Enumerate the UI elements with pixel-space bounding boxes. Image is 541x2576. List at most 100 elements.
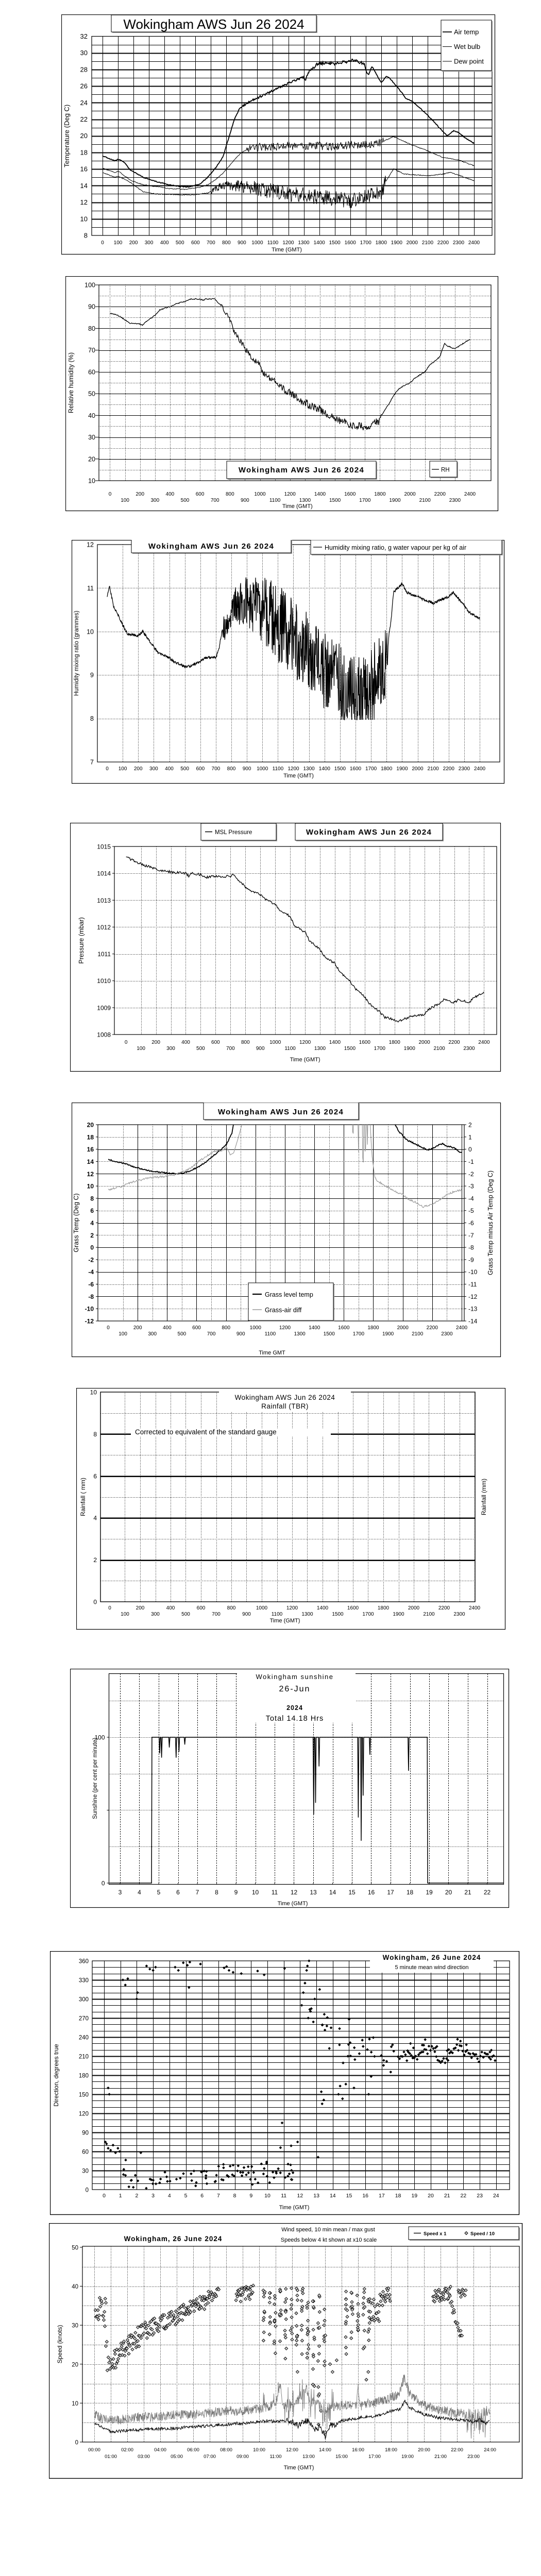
svg-text:RH: RH [441,467,450,473]
svg-text:0: 0 [125,1040,128,1045]
svg-text:90: 90 [82,2130,89,2137]
svg-text:1011: 1011 [97,951,111,958]
svg-text:-7: -7 [468,1232,474,1239]
svg-text:2200: 2200 [437,240,449,246]
svg-text:Time (GMT): Time (GMT) [282,503,313,510]
svg-text:06:00: 06:00 [187,2447,199,2453]
svg-text:-3: -3 [468,1183,474,1190]
svg-text:4: 4 [90,1219,94,1227]
svg-text:28: 28 [80,65,88,73]
svg-text:1800: 1800 [378,1605,390,1611]
svg-text:7: 7 [196,1889,199,1896]
svg-text:01:00: 01:00 [105,2454,117,2460]
svg-text:-10: -10 [468,1268,478,1276]
svg-text:50: 50 [88,391,95,398]
svg-text:600: 600 [191,240,200,246]
svg-text:1300: 1300 [298,240,310,246]
svg-text:1700: 1700 [374,1046,386,1052]
svg-text:20: 20 [445,1889,452,1896]
svg-text:2: 2 [93,1556,97,1564]
svg-text:700: 700 [207,240,215,246]
svg-text:Wokingham AWS Jun 26 2024: Wokingham AWS Jun 26 2024 [239,466,364,474]
svg-text:500: 500 [178,1331,187,1337]
svg-text:-11: -11 [468,1281,477,1288]
svg-text:1900: 1900 [396,766,408,772]
svg-text:1000: 1000 [250,1325,262,1331]
svg-text:13:00: 13:00 [302,2454,315,2460]
svg-text:1100: 1100 [284,1046,296,1052]
svg-text:700: 700 [211,498,219,503]
svg-text:100: 100 [119,766,127,772]
svg-text:1700: 1700 [362,1612,374,1617]
svg-text:1700: 1700 [353,1331,365,1337]
svg-text:6: 6 [93,1472,97,1480]
svg-text:Wokingham AWS Jun 26 2024: Wokingham AWS Jun 26 2024 [235,1394,335,1401]
svg-text:1100: 1100 [267,240,279,246]
svg-text:14: 14 [329,1889,336,1896]
svg-text:-4: -4 [468,1195,474,1202]
svg-text:1200: 1200 [282,240,294,246]
svg-text:26-Jun: 26-Jun [279,1685,311,1693]
svg-text:600: 600 [197,1605,206,1611]
svg-text:18:00: 18:00 [385,2447,397,2453]
svg-text:Grass-air diff: Grass-air diff [265,1307,302,1314]
svg-text:20: 20 [80,132,88,140]
svg-text:2000: 2000 [418,1040,430,1045]
svg-text:10: 10 [87,628,94,635]
svg-text:08:00: 08:00 [220,2447,232,2453]
svg-text:1900: 1900 [404,1046,416,1052]
svg-text:500: 500 [176,240,184,246]
svg-text:600: 600 [196,766,205,772]
svg-text:Wet bulb: Wet bulb [454,43,480,50]
svg-text:-4: -4 [88,1268,94,1276]
svg-text:1000: 1000 [269,1040,281,1045]
svg-text:8: 8 [84,232,88,240]
svg-text:-6: -6 [88,1281,94,1288]
svg-text:Wokingham, 26 June 2024: Wokingham, 26 June 2024 [124,2235,223,2243]
svg-text:10: 10 [264,2193,270,2199]
svg-text:11:00: 11:00 [269,2454,281,2460]
svg-text:Humidity mixing ratio, g water: Humidity mixing ratio, g water vapour pe… [325,544,466,551]
svg-text:3: 3 [151,2193,155,2199]
svg-text:9: 9 [249,2193,252,2199]
svg-text:16: 16 [368,1889,375,1896]
svg-text:18: 18 [80,149,88,157]
svg-text:10: 10 [90,1389,97,1396]
svg-text:1500: 1500 [332,1612,344,1617]
svg-text:1300: 1300 [301,1612,313,1617]
svg-text:1200: 1200 [288,766,299,772]
svg-text:12: 12 [87,1171,94,1178]
svg-text:2000: 2000 [408,1605,420,1611]
svg-text:2: 2 [468,1122,472,1129]
svg-text:Corrected to equivalent of the: Corrected to equivalent of the standard … [135,1428,277,1436]
svg-text:10: 10 [252,1889,259,1896]
svg-text:2300: 2300 [453,1612,465,1617]
svg-text:3: 3 [119,1889,122,1896]
svg-text:0: 0 [108,1605,111,1611]
svg-text:100: 100 [84,282,95,289]
svg-text:-2: -2 [468,1171,474,1178]
svg-text:30: 30 [88,434,95,441]
svg-text:Time (GMT): Time (GMT) [283,773,314,779]
svg-text:1500: 1500 [329,498,341,503]
svg-text:MSL Pressure: MSL Pressure [215,829,252,836]
svg-text:2100: 2100 [422,240,434,246]
svg-text:1015: 1015 [97,843,111,851]
svg-text:2300: 2300 [453,240,465,246]
svg-text:-13: -13 [468,1306,478,1313]
svg-text:16: 16 [362,2193,368,2199]
svg-text:03:00: 03:00 [138,2454,150,2460]
svg-text:2400: 2400 [456,1325,468,1331]
svg-text:2400: 2400 [474,766,486,772]
svg-text:18: 18 [407,1889,414,1896]
svg-text:9: 9 [90,672,94,679]
svg-text:500: 500 [180,766,189,772]
svg-text:1008: 1008 [97,1031,111,1039]
svg-text:700: 700 [212,766,221,772]
svg-text:21: 21 [444,2193,450,2199]
svg-text:Speeds below 4 kt shown at x10: Speeds below 4 kt shown at x10 scale [281,2237,377,2243]
svg-text:800: 800 [227,1605,236,1611]
svg-text:6: 6 [176,1889,180,1896]
svg-text:2200: 2200 [448,1040,460,1045]
svg-text:5 minute mean wind direction: 5 minute mean wind direction [395,1964,468,1971]
